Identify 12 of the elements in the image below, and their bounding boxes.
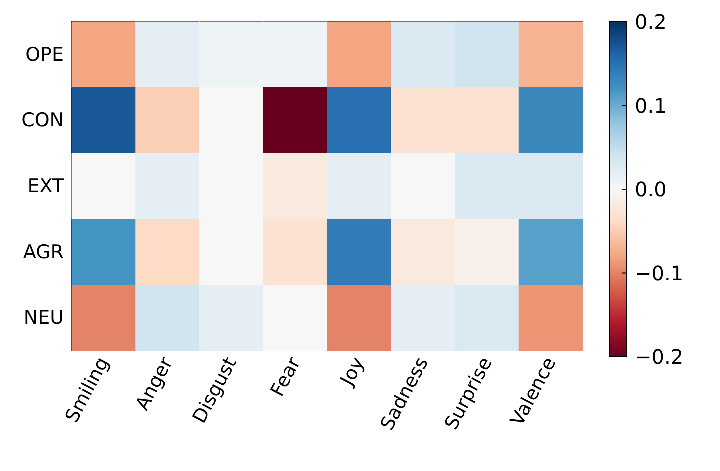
color-bar-label: 0.0	[635, 178, 667, 202]
y-tick-label: NEU	[24, 307, 64, 330]
x-tick-label: Fear	[266, 354, 306, 400]
y-tick-label: OPE	[26, 44, 64, 66]
color-bar-label: −0.1	[635, 261, 684, 286]
y-tick-label: AGR	[23, 241, 64, 264]
y-tick-label: CON	[22, 110, 64, 132]
color-bar-label: −0.2	[635, 345, 684, 369]
color-bar-label: 0.1	[635, 94, 667, 118]
y-tick-label: EXT	[28, 176, 64, 198]
x-tick-label: Joy	[336, 354, 370, 390]
color-bar-label: 0.2	[635, 10, 667, 34]
